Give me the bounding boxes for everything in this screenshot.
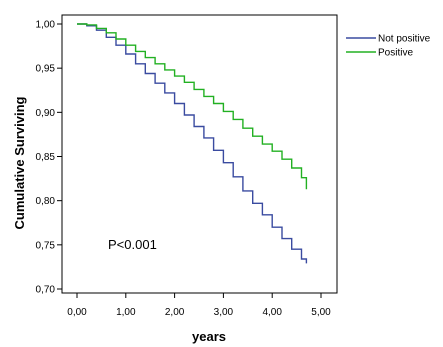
y-axis-title: Cumulative Surviving bbox=[12, 96, 27, 229]
y-tick-label: 0,95 bbox=[36, 64, 56, 75]
legend-label: Positive bbox=[378, 48, 413, 59]
x-axis-title: years bbox=[192, 329, 226, 344]
x-tick-label: 4,00 bbox=[262, 307, 282, 318]
legend-label: Not positive bbox=[378, 34, 431, 45]
series-line-positive bbox=[77, 23, 308, 190]
y-tick-label: 0,85 bbox=[36, 152, 56, 163]
x-tick-label: 2,00 bbox=[165, 307, 185, 318]
x-axis: 0,00 1,00 2,00 3,00 4,00 5,00 bbox=[67, 293, 331, 318]
y-tick-label: 1,00 bbox=[36, 20, 56, 31]
plot-frame bbox=[61, 14, 338, 294]
series-lines bbox=[77, 23, 308, 264]
y-tick-label: 0,75 bbox=[36, 240, 56, 251]
y-tick-label: 0,90 bbox=[36, 108, 56, 119]
legend: Not positive Positive bbox=[346, 34, 431, 59]
x-tick-label: 0,00 bbox=[67, 307, 87, 318]
x-tick-label: 1,00 bbox=[116, 307, 136, 318]
p-value-annotation: P<0.001 bbox=[108, 237, 157, 252]
series-line-not-positive bbox=[77, 23, 308, 264]
y-tick-label: 0,70 bbox=[36, 285, 56, 296]
x-tick-label: 3,00 bbox=[214, 307, 234, 318]
y-tick-label: 0,80 bbox=[36, 196, 56, 207]
y-axis: 0,70 0,75 0,80 0,85 0,90 0,95 1,00 bbox=[36, 20, 62, 296]
x-tick-label: 5,00 bbox=[311, 307, 331, 318]
